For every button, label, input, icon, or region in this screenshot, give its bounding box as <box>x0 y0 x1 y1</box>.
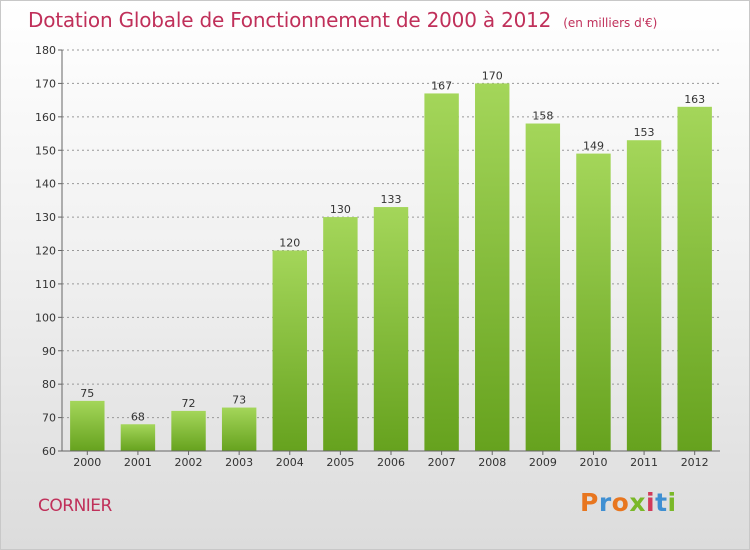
y-tick-label: 60 <box>42 445 56 458</box>
value-label: 158 <box>532 110 553 123</box>
y-tick-label: 110 <box>35 278 56 291</box>
bar <box>323 217 358 451</box>
bar <box>272 250 307 451</box>
y-tick-label: 180 <box>35 44 56 57</box>
value-label: 133 <box>381 193 402 206</box>
bar <box>373 207 409 451</box>
value-label: 73 <box>232 394 246 407</box>
y-tick-label: 70 <box>42 412 56 425</box>
value-label: 75 <box>80 387 94 400</box>
x-tick-label: 2006 <box>377 456 405 469</box>
bars <box>70 83 712 452</box>
proxiti-logo: Proxiti <box>580 488 677 517</box>
y-tick-label: 160 <box>35 111 56 124</box>
value-label: 163 <box>684 93 705 106</box>
bar <box>475 83 510 452</box>
bar <box>677 106 712 451</box>
x-tick-label: 2005 <box>326 456 354 469</box>
y-tick-label: 170 <box>35 77 56 90</box>
y-tick-label: 130 <box>35 211 56 224</box>
y-tick-label: 120 <box>35 245 56 258</box>
value-label: 149 <box>583 140 604 153</box>
bar <box>576 153 611 451</box>
value-label: 170 <box>482 69 503 82</box>
chart-title-block: Dotation Globale de Fonctionnement de 20… <box>28 8 657 32</box>
bar <box>626 140 662 451</box>
x-tick-label: 2004 <box>276 456 304 469</box>
x-tick-label: 2000 <box>73 456 101 469</box>
bar <box>424 93 459 452</box>
bar <box>120 424 156 451</box>
bar <box>70 400 105 451</box>
y-tick-label: 90 <box>42 345 56 358</box>
y-tick-label: 150 <box>35 144 56 157</box>
city-name: CORNIER <box>38 496 112 516</box>
value-label: 130 <box>330 203 351 216</box>
x-tick-label: 2011 <box>630 456 658 469</box>
value-label: 120 <box>279 237 300 250</box>
x-tick-label: 2010 <box>579 456 607 469</box>
x-tick-label: 2002 <box>175 456 203 469</box>
labels: 75 68 72 73 120 130 133 167 170 158 149 153 163 <box>80 69 705 423</box>
x-tick-label: 2001 <box>124 456 152 469</box>
bar <box>525 123 561 452</box>
x-tick-label: 2012 <box>681 456 709 469</box>
axes: 60 70 80 90 100 110 120 130 140 150 160 170 180 2000 2… <box>35 44 720 469</box>
bar <box>171 410 206 451</box>
chart-subtitle: (en milliers d'€) <box>563 16 658 30</box>
value-label: 167 <box>431 79 452 92</box>
x-tick-label: 2007 <box>428 456 456 469</box>
y-tick-label: 100 <box>35 311 56 324</box>
chart-title: Dotation Globale de Fonctionnement de 20… <box>28 8 552 32</box>
y-tick-label: 140 <box>35 178 56 191</box>
x-tick-label: 2003 <box>225 456 253 469</box>
bar <box>221 407 257 451</box>
y-tick-label: 80 <box>42 378 56 391</box>
value-label: 72 <box>182 397 196 410</box>
value-label: 68 <box>131 410 145 423</box>
value-label: 153 <box>634 126 655 139</box>
x-tick-label: 2008 <box>478 456 506 469</box>
x-tick-label: 2009 <box>529 456 557 469</box>
